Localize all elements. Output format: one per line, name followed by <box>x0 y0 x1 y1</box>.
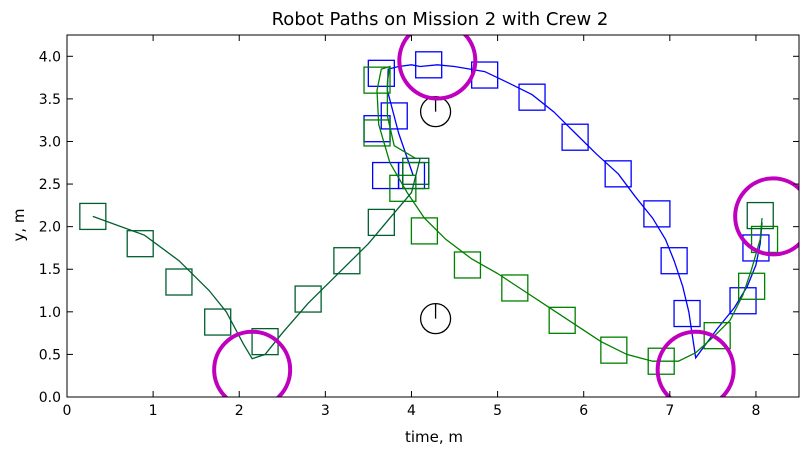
series-2-marker-3 <box>204 308 232 336</box>
y-tick-label-2: 1.0 <box>39 305 61 321</box>
series-0-marker-2 <box>367 59 395 87</box>
series-1-marker-10 <box>703 322 731 350</box>
series-2-marker-1 <box>126 230 154 258</box>
series-2-marker-8 <box>402 157 430 185</box>
x-tick-label-3: 3 <box>321 403 330 419</box>
series-1-marker-8 <box>600 336 628 364</box>
y-tick-label-6: 3.0 <box>39 134 61 150</box>
series-0-marker-9 <box>660 247 688 275</box>
series-0-marker-10 <box>673 299 701 328</box>
y-axis-label: y, m <box>10 208 28 241</box>
zone-circle-0 <box>212 329 293 397</box>
zone-circle-2 <box>655 329 736 397</box>
y-tick-label-5: 2.5 <box>39 177 61 193</box>
series-0-marker-3 <box>415 51 443 79</box>
series-1-marker-4 <box>410 217 439 245</box>
x-tick-label-5: 5 <box>493 403 502 419</box>
x-tick-label-6: 6 <box>579 403 588 419</box>
series-2-marker-2 <box>165 268 193 296</box>
y-tick-label-7: 3.5 <box>39 92 61 108</box>
series-0-marker-8 <box>643 200 671 228</box>
series-2-marker-0 <box>79 202 107 231</box>
x-tick-label-8: 8 <box>751 403 760 419</box>
x-tick-label-2: 2 <box>235 403 244 419</box>
series-1-marker-1 <box>363 119 391 147</box>
chart-title: Robot Paths on Mission 2 with Crew 2 <box>272 9 609 30</box>
x-tick-label-4: 4 <box>407 403 416 419</box>
series-0-marker-5 <box>518 83 546 111</box>
series-line-1 <box>376 65 763 362</box>
plot-frame <box>66 34 800 398</box>
series-2-marker-7 <box>367 208 395 237</box>
zone-circle-1 <box>397 35 478 101</box>
series-0-marker-6 <box>561 123 589 151</box>
series-1-marker-0 <box>363 66 391 94</box>
series-2-marker-5 <box>294 285 322 313</box>
series-2-marker-9 <box>746 201 774 230</box>
zone-circle-3 <box>733 176 799 257</box>
series-1-marker-11 <box>737 272 766 300</box>
series-0-marker-12 <box>742 234 770 262</box>
y-tick-label-8: 4.0 <box>39 49 61 65</box>
x-tick-label-7: 7 <box>665 403 674 419</box>
x-tick-label-1: 1 <box>149 403 158 419</box>
y-tick-label-3: 1.5 <box>39 262 61 278</box>
series-0-marker-7 <box>604 160 632 188</box>
plot-area <box>79 35 799 397</box>
series-1-marker-6 <box>501 274 529 302</box>
series-0-marker-11 <box>729 287 757 315</box>
x-tick-label-0: 0 <box>63 403 72 419</box>
y-tick-label-0: 0.0 <box>39 390 61 406</box>
series-1-marker-7 <box>548 306 576 334</box>
series-2-marker-6 <box>333 247 361 275</box>
y-tick-label-4: 2.0 <box>39 220 61 236</box>
y-tick-label-1: 0.5 <box>39 347 61 363</box>
series-line-0 <box>386 64 763 360</box>
x-axis-label: time, m <box>405 428 463 446</box>
series-1-marker-5 <box>453 251 482 279</box>
series-1-marker-9 <box>647 347 675 375</box>
